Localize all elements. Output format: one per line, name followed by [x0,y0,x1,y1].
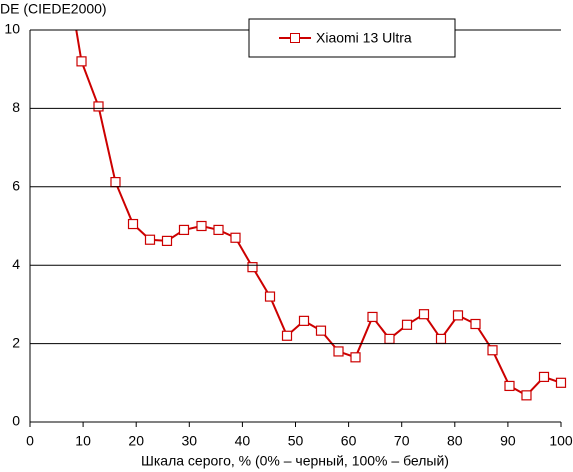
data-point [435,333,447,344]
y-tick-label: 8 [12,99,20,115]
x-tick-label: 30 [182,433,198,449]
data-point [452,310,464,321]
x-tick-label: 90 [500,433,516,449]
data-point [350,352,361,363]
data-point [504,380,515,392]
y-tick-label: 6 [12,178,20,194]
data-line [75,30,562,397]
data-point [213,224,224,236]
data-point [230,232,241,243]
y-tick-label: 0 [12,413,20,429]
data-point [298,315,310,326]
data-point [384,333,395,344]
x-axis-label: Шкала серого, % (0% – черный, 100% – бел… [141,453,449,469]
data-point [93,101,104,112]
x-tick-label: 0 [26,433,34,449]
data-point [178,224,190,236]
data-point [538,371,550,383]
data-point [196,220,207,232]
x-tick-label: 20 [128,433,144,449]
x-tick-label: 80 [447,433,463,449]
data-point [127,218,139,230]
y-tick-label: 2 [12,334,20,350]
legend-marker [290,33,300,43]
x-tick-label: 100 [549,433,573,449]
x-tick-label: 70 [394,433,410,449]
data-point [521,390,532,401]
y-tick-label: 4 [12,256,20,272]
data-point [333,346,344,357]
y-tick-label: 10 [4,21,20,37]
data-point [470,318,481,330]
data-point [76,56,87,67]
x-tick-label: 40 [235,433,251,449]
data-point [144,234,156,245]
data-point [487,345,498,356]
x-tick-label: 50 [288,433,304,449]
data-point [315,325,327,336]
data-point [161,235,173,246]
data-point [418,309,430,320]
data-point [110,176,121,188]
data-point [367,311,378,323]
data-point [281,330,293,341]
plot-area [75,30,567,401]
x-tick-label: 60 [341,433,357,449]
data-point [555,377,567,388]
data-point [401,319,413,330]
legend-label: Xiaomi 13 Ultra [316,30,412,46]
data-point [264,291,276,302]
data-point [247,262,258,273]
y-axis-label: DE (CIEDE2000) [0,1,107,17]
x-tick-label: 10 [75,433,91,449]
